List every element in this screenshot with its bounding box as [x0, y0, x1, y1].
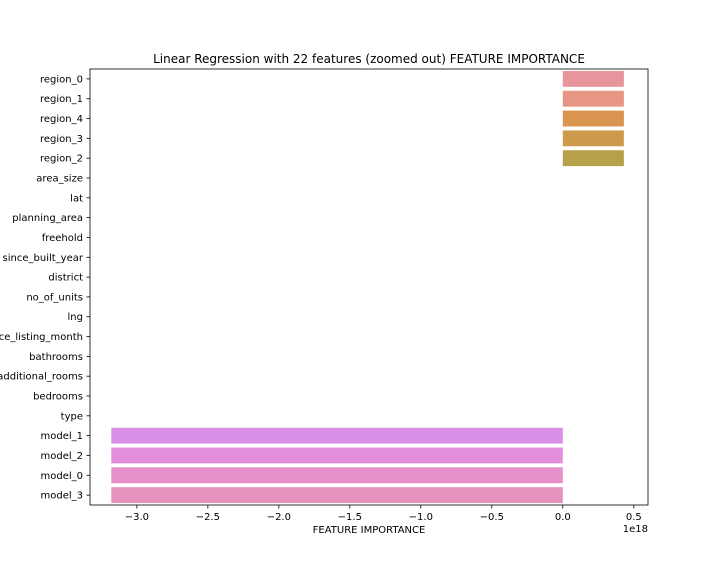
bar-region-0 [562, 70, 624, 87]
bar-region-1 [562, 90, 624, 107]
x-axis-offset-label: 1e18 [623, 524, 648, 535]
x-tick-label: −1.5 [338, 512, 362, 523]
y-tick-label: since_listing_month [0, 332, 83, 343]
y-axis-ticks: region_0 region_1 region_4 region_3 region_2… [0, 74, 90, 502]
y-tick-label: region_1 [40, 94, 83, 105]
x-tick-label: 0.0 [555, 512, 571, 523]
y-tick-label: region_0 [40, 74, 83, 85]
bars-group [111, 70, 624, 504]
y-tick-label: lng [68, 312, 83, 323]
x-axis-ticks: −3.0 −2.5 −2.0 −1.5 −1.0 −0.5 0.0 0.5 [125, 505, 642, 523]
y-tick-label: model_3 [41, 491, 84, 502]
y-tick-label: model_2 [41, 451, 84, 462]
bar-model-0 [111, 467, 563, 484]
y-tick-label: since_built_year [3, 253, 84, 264]
bar-model-3 [111, 487, 563, 504]
x-tick-label: −2.5 [196, 512, 220, 523]
y-tick-label: bathrooms [29, 352, 83, 363]
y-tick-label: region_4 [40, 114, 83, 125]
y-tick-label: additional_rooms [0, 372, 83, 383]
x-tick-label: −0.5 [480, 512, 504, 523]
x-tick-label: −1.0 [409, 512, 433, 523]
y-tick-label: lat [70, 193, 83, 204]
bar-region-2 [562, 150, 624, 167]
plot-frame [89, 68, 649, 506]
y-tick-label: region_3 [40, 134, 83, 145]
bar-model-1 [111, 427, 563, 444]
y-tick-label: model_0 [41, 471, 84, 482]
y-tick-label: freehold [42, 233, 83, 244]
x-tick-label: −3.0 [125, 512, 149, 523]
x-tick-label: 0.5 [626, 512, 642, 523]
y-tick-label: bedrooms [33, 392, 83, 403]
bar-region-3 [562, 130, 624, 147]
x-tick-label: −2.0 [267, 512, 291, 523]
y-tick-label: no_of_units [26, 292, 83, 303]
y-tick-label: region_2 [40, 154, 83, 165]
y-tick-label: area_size [36, 174, 83, 185]
y-tick-label: type [61, 411, 83, 422]
x-axis-label: FEATURE IMPORTANCE [313, 525, 426, 536]
chart-title: Linear Regression with 22 features (zoom… [153, 52, 585, 66]
y-tick-label: model_1 [41, 431, 84, 442]
y-tick-label: planning_area [12, 213, 83, 224]
y-tick-label: district [48, 273, 83, 284]
bar-region-4 [562, 110, 624, 127]
bar-model-2 [111, 447, 563, 464]
